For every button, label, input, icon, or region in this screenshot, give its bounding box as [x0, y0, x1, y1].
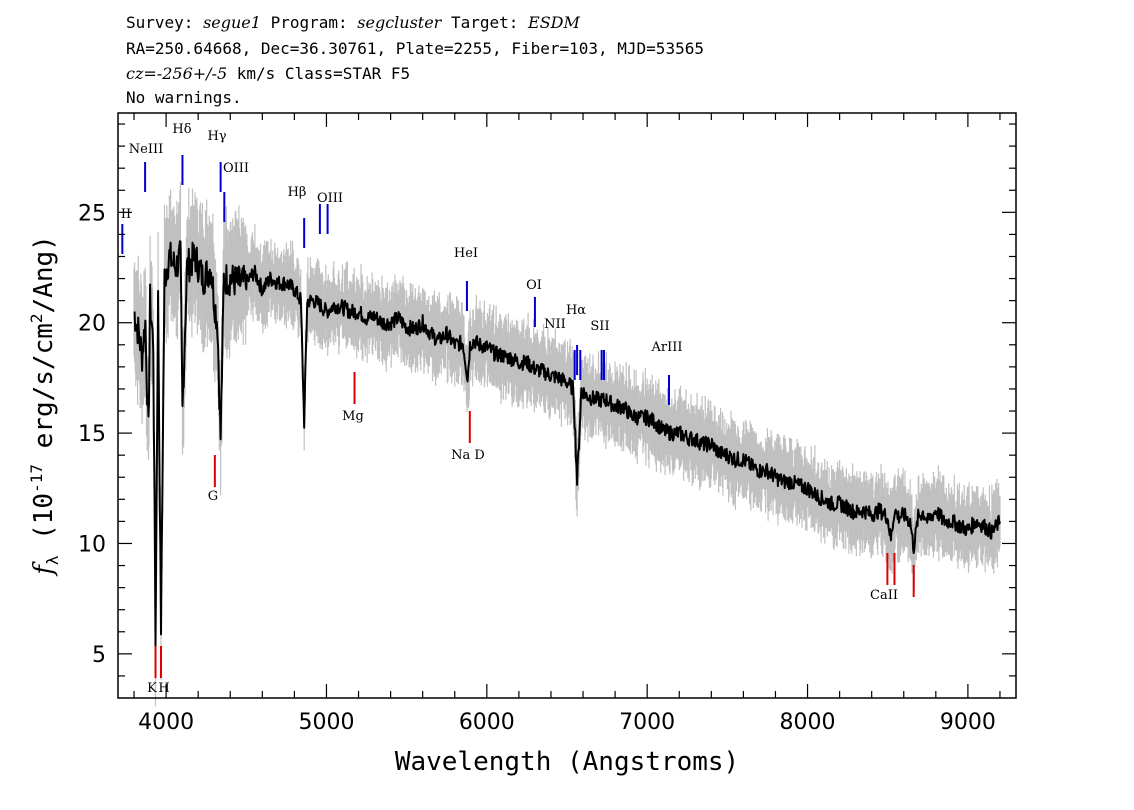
y-tick-label: 10	[78, 532, 106, 557]
header-line-warnings: No warnings.	[126, 88, 242, 107]
absorption-line-label: Na D	[451, 448, 485, 463]
emission-line-label: ArIII	[650, 340, 682, 355]
absorption-line-label: H	[158, 681, 169, 696]
x-tick-label: 5000	[298, 710, 354, 735]
absorption-line-label: K	[147, 681, 157, 696]
header-line-coordinates: RA=250.64668, Dec=36.30761, Plate=2255, …	[126, 39, 704, 58]
x-tick-label: 4000	[138, 710, 194, 735]
x-tick-label: 8000	[780, 710, 836, 735]
header-segment: Program:	[261, 13, 357, 32]
emission-line-label: NII	[544, 317, 566, 332]
emission-line-label: HeI	[454, 246, 478, 261]
x-tick-label: 9000	[940, 710, 996, 735]
emission-line-label: NeIII	[129, 142, 163, 157]
noise-band	[133, 181, 1001, 707]
absorption-line-label: CaII	[870, 588, 898, 603]
series-flux-line	[133, 240, 1001, 647]
emission-line-label: II	[121, 207, 131, 222]
noise-envelope	[133, 181, 1001, 707]
emission-line-label: OIII	[223, 161, 249, 176]
header-segment: Target:	[441, 13, 528, 32]
header-segment: cz=-256+/-5	[126, 64, 227, 83]
emission-line-label: Hδ	[172, 122, 191, 137]
absorption-line-label: Mg	[342, 409, 364, 424]
absorption-line-label: G	[208, 489, 218, 504]
axis-ticks: 4000 5000 6000 7000 8000 9000 5 10 15 20 25	[78, 113, 1016, 735]
y-tick-label: 20	[78, 312, 106, 337]
x-tick-label: 6000	[459, 710, 515, 735]
x-tick-label: 7000	[619, 710, 675, 735]
y-tick-label: 15	[78, 422, 106, 447]
y-tick-label: 25	[78, 201, 106, 226]
header-line-redshift: cz=-256+/-5 km/s Class=STAR F5	[126, 64, 410, 83]
emission-line-label: OIII	[317, 191, 343, 206]
emission-line-label: SII	[590, 319, 609, 334]
emission-line-label: Hβ	[288, 185, 307, 200]
y-tick-label: 5	[92, 643, 106, 668]
plot-frame	[117, 112, 1017, 699]
header-segment: segue1	[203, 13, 261, 32]
header-segment: Survey:	[126, 13, 203, 32]
emission-line-label: Hγ	[207, 129, 226, 144]
emission-line-label: OI	[526, 278, 542, 293]
header-line-survey: Survey: segue1 Program: segcluster Targe…	[126, 13, 581, 32]
header-segment: km/s Class=STAR F5	[227, 64, 410, 83]
header-segment: ESDM	[527, 13, 580, 32]
header-segment: segcluster	[357, 13, 442, 32]
emission-line-label: Hα	[566, 303, 586, 318]
series-layer	[133, 240, 1001, 647]
y-axis-label: fλ (10-17 erg/s/cm2/Ang)	[27, 235, 62, 577]
x-axis-label: Wavelength (Angstroms)	[395, 747, 739, 777]
header-block: Survey: segue1 Program: segcluster Targe…	[126, 13, 704, 107]
